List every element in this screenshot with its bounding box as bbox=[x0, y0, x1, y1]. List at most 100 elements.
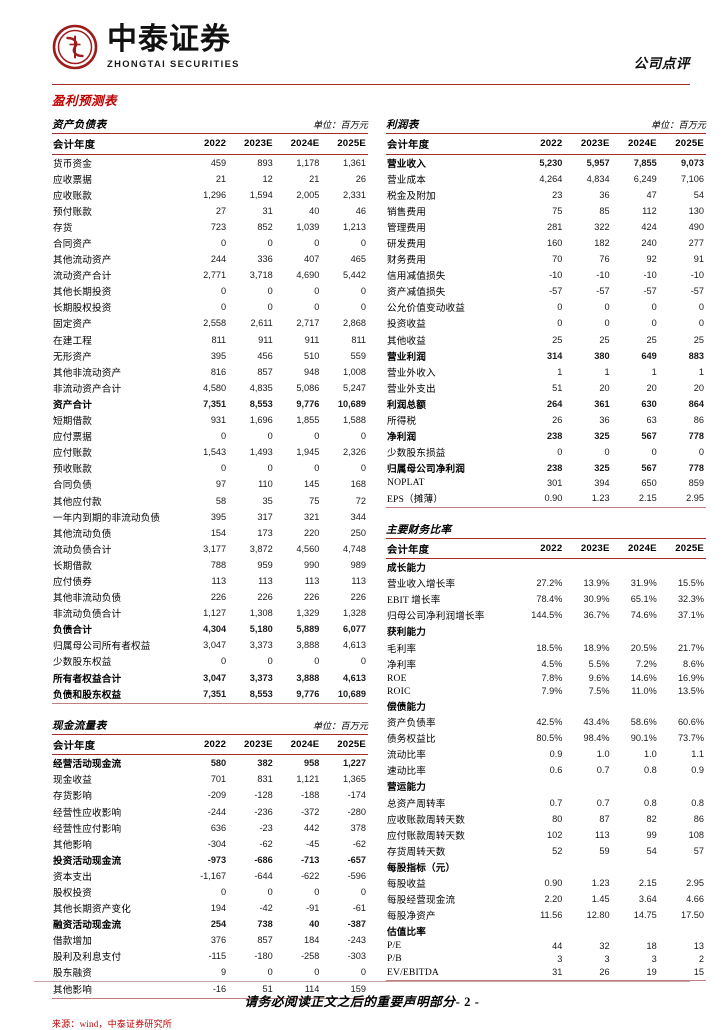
row-value-1: -973 bbox=[207, 854, 227, 865]
row-value-3: 442 bbox=[304, 822, 320, 833]
row-label: 财务费用 bbox=[387, 255, 426, 267]
table-row: 无形资产 395 456 510 559 bbox=[52, 348, 368, 364]
row-label: 非流动资产合计 bbox=[53, 383, 122, 395]
table-row: 经营性应付影响 636 -23 442 378 bbox=[52, 820, 368, 836]
row-value-3: 958 bbox=[304, 758, 320, 769]
row-value-3: -10 bbox=[643, 270, 657, 281]
row-label: 长期借款 bbox=[53, 560, 92, 572]
row-value-3: 1.0 bbox=[643, 749, 657, 760]
row-value-3: 114 bbox=[304, 983, 320, 994]
row-value-1 bbox=[517, 559, 564, 576]
row-value-1: 811 bbox=[211, 334, 227, 345]
table-row: 长期借款 788 959 990 989 bbox=[52, 557, 368, 573]
row-value-2: 113 bbox=[258, 575, 273, 586]
row-label: 流动资产合计 bbox=[53, 271, 112, 283]
row-value-1: 816 bbox=[210, 366, 227, 377]
row-label: 流动比率 bbox=[387, 750, 426, 762]
row-value-3: 92 bbox=[646, 254, 657, 265]
row-value-3: 649 bbox=[641, 350, 657, 361]
income-statement-table: 会计年度 2022 2023E 2024E 2025E 营业收入 5,230 5,9… bbox=[386, 133, 706, 506]
row-value-1: 194 bbox=[210, 903, 227, 914]
col-header-2022: 2022 bbox=[181, 733, 229, 756]
table-row: 其他流动负债 154 173 220 250 bbox=[52, 525, 368, 541]
table-row: ROE 7.8% 9.6% 14.6% 16.9% bbox=[386, 672, 706, 685]
row-label: 预收账款 bbox=[53, 464, 92, 476]
row-value-1: 0 bbox=[221, 463, 227, 474]
col-header-2022: 2022 bbox=[517, 537, 565, 560]
row-value-4: 1,328 bbox=[343, 608, 366, 619]
row-value-1: 636 bbox=[210, 822, 227, 833]
row-value-2: 0 bbox=[267, 967, 273, 978]
row-value-4: 7,106 bbox=[681, 173, 704, 184]
row-value-1: 78.4% bbox=[536, 594, 563, 605]
table-row: 应付票据 0 0 0 0 bbox=[52, 428, 368, 444]
row-label: 少数股东损益 bbox=[387, 448, 446, 460]
table-row: 其他收益 25 25 25 25 bbox=[386, 332, 706, 348]
col-header-2025e: 2025E bbox=[658, 133, 706, 155]
table-row: 投资收益 0 0 0 0 bbox=[386, 315, 706, 331]
row-value-2: 361 bbox=[594, 398, 610, 409]
row-label: 其他流动负债 bbox=[53, 528, 112, 540]
row-value-4: 25 bbox=[693, 334, 704, 345]
row-value-1 bbox=[517, 859, 564, 875]
cash-flow-caption: 现金流量表 单位：百万元 bbox=[52, 718, 368, 734]
row-value-2: 0 bbox=[604, 302, 610, 313]
row-label: 研发费用 bbox=[387, 239, 426, 251]
row-label: 营业成本 bbox=[387, 174, 426, 186]
row-value-2: 738 bbox=[257, 919, 273, 930]
row-label: 借款增加 bbox=[53, 936, 92, 948]
row-value-4: 6,077 bbox=[343, 624, 366, 635]
table-row: 应付债券 113 113 113 113 bbox=[52, 573, 368, 589]
table-row: 营业收入增长率 27.2% 13.9% 31.9% 15.5% bbox=[386, 575, 706, 591]
table-row: 短期借款 931 1,696 1,855 1,588 bbox=[52, 412, 368, 428]
row-value-4: 0 bbox=[360, 431, 366, 442]
row-value-1: 4,264 bbox=[539, 173, 563, 184]
row-value-2: 36 bbox=[599, 189, 610, 200]
row-value-3: 1 bbox=[651, 366, 657, 377]
row-value-4: 5,247 bbox=[343, 382, 366, 393]
row-value-3: 0.8 bbox=[643, 797, 657, 808]
row-value-3: 6,249 bbox=[633, 173, 657, 184]
row-value-3: 240 bbox=[641, 238, 657, 249]
row-value-1: 0 bbox=[221, 302, 227, 313]
row-value-4: 859 bbox=[688, 477, 704, 488]
row-value-4: 5,442 bbox=[343, 270, 366, 281]
row-value-1: 52 bbox=[552, 845, 563, 856]
table-row: 税金及附加 23 36 47 54 bbox=[386, 187, 706, 203]
row-value-4: -61 bbox=[352, 903, 366, 914]
table-row: 合同资产 0 0 0 0 bbox=[52, 235, 368, 251]
row-value-3 bbox=[612, 698, 659, 714]
row-value-3: 4,690 bbox=[296, 270, 320, 281]
row-value-1: 4.5% bbox=[541, 658, 563, 669]
row-value-4: 0 bbox=[360, 886, 366, 897]
row-value-2: 1,308 bbox=[249, 608, 273, 619]
row-value-1: 580 bbox=[210, 758, 227, 769]
row-value-2: -236 bbox=[254, 806, 273, 817]
row-value-2: 317 bbox=[257, 511, 273, 522]
row-value-4: -10 bbox=[690, 270, 704, 281]
table-row: P/E 44 32 18 13 bbox=[386, 939, 706, 952]
row-value-1: 3,047 bbox=[203, 672, 227, 683]
row-label: P/B bbox=[387, 953, 402, 965]
row-label: 应付票据 bbox=[53, 432, 92, 444]
row-value-1: 0.90 bbox=[544, 492, 563, 503]
row-value-2: 31 bbox=[262, 205, 273, 216]
row-value-1: 3,177 bbox=[203, 543, 227, 554]
balance-sheet-unit: 单位：百万元 bbox=[312, 120, 368, 130]
row-value-2: 18.9% bbox=[583, 642, 610, 653]
row-value-3: 510 bbox=[304, 350, 320, 361]
row-value-2: -128 bbox=[254, 790, 273, 801]
row-value-2: 7.5% bbox=[588, 686, 610, 697]
row-label: 信用减值损失 bbox=[387, 271, 446, 283]
row-value-3: 0.8 bbox=[643, 765, 657, 776]
row-label: 其他长期资产变化 bbox=[53, 904, 131, 916]
row-value-3: 2.15 bbox=[638, 877, 657, 888]
row-value-3: 9,776 bbox=[296, 688, 320, 699]
row-value-2: 110 bbox=[258, 479, 273, 490]
row-value-4: 4.66 bbox=[686, 894, 704, 905]
table-row: 非流动资产合计 4,580 4,835 5,086 5,247 bbox=[52, 380, 368, 396]
row-value-1: 376 bbox=[210, 935, 227, 946]
table-row: 存货周转天数 52 59 54 57 bbox=[386, 843, 706, 859]
row-value-4: 0 bbox=[360, 656, 366, 667]
table-row: 债务权益比 80.5% 98.4% 90.1% 73.7% bbox=[386, 730, 706, 746]
